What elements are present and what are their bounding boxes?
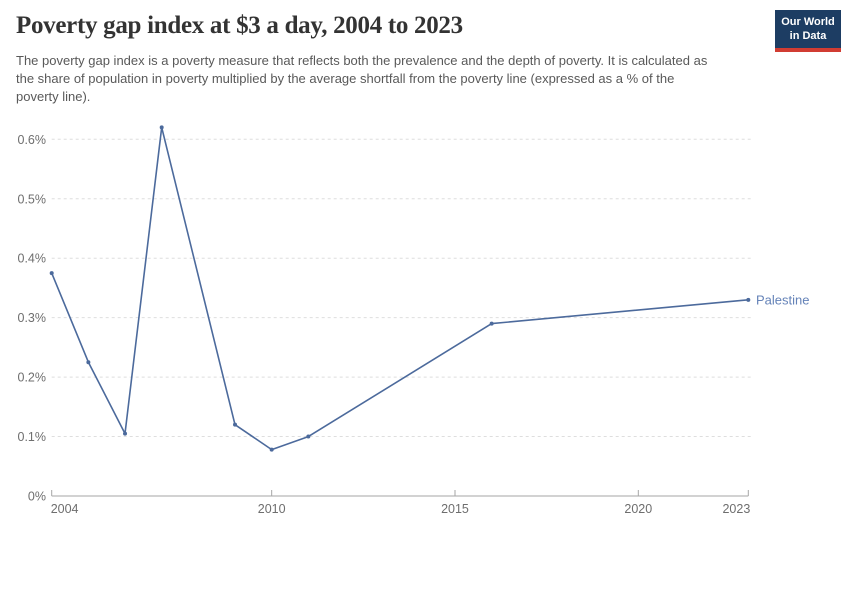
y-axis-label: 0.3% <box>18 311 47 325</box>
y-axis-label: 0.2% <box>18 371 47 385</box>
data-point[interactable] <box>233 422 238 427</box>
owid-logo-line2: in Data <box>789 30 827 42</box>
x-axis-label: 2010 <box>258 502 286 516</box>
data-line[interactable] <box>50 126 749 451</box>
data-point[interactable] <box>489 321 494 326</box>
data-point[interactable] <box>49 271 54 276</box>
x-axis-label: 2004 <box>51 502 79 516</box>
data-point[interactable] <box>306 434 311 439</box>
y-axis-label: 0.4% <box>18 252 47 266</box>
data-point[interactable] <box>159 125 164 130</box>
page-title: Poverty gap index at $3 a day, 2004 to 2… <box>16 12 463 39</box>
data-point[interactable] <box>746 297 751 302</box>
x-axis-label: 2023 <box>722 502 750 516</box>
data-point[interactable] <box>123 431 128 436</box>
x-axis-label: 2020 <box>624 502 652 516</box>
y-axis-label: 0.6% <box>18 133 47 147</box>
entity-label[interactable]: Palestine <box>756 292 809 307</box>
data-point[interactable] <box>269 447 274 452</box>
data-point[interactable] <box>86 360 91 365</box>
owid-logo[interactable]: Our World in Data <box>775 10 841 52</box>
y-axis-label: 0.1% <box>18 430 47 444</box>
chart-svg[interactable]: 0% 0.1% 0.2% 0.3% 0.4% 0.5% 0.6% 2004 2010 2015 20… <box>0 108 850 528</box>
x-axis-label: 2015 <box>441 502 469 516</box>
chart-subtitle: The poverty gap index is a poverty measu… <box>16 53 708 105</box>
y-axis-label: 0% <box>28 490 46 504</box>
y-axis-label: 0.5% <box>18 192 47 206</box>
owid-logo-line1: Our World <box>781 15 835 28</box>
